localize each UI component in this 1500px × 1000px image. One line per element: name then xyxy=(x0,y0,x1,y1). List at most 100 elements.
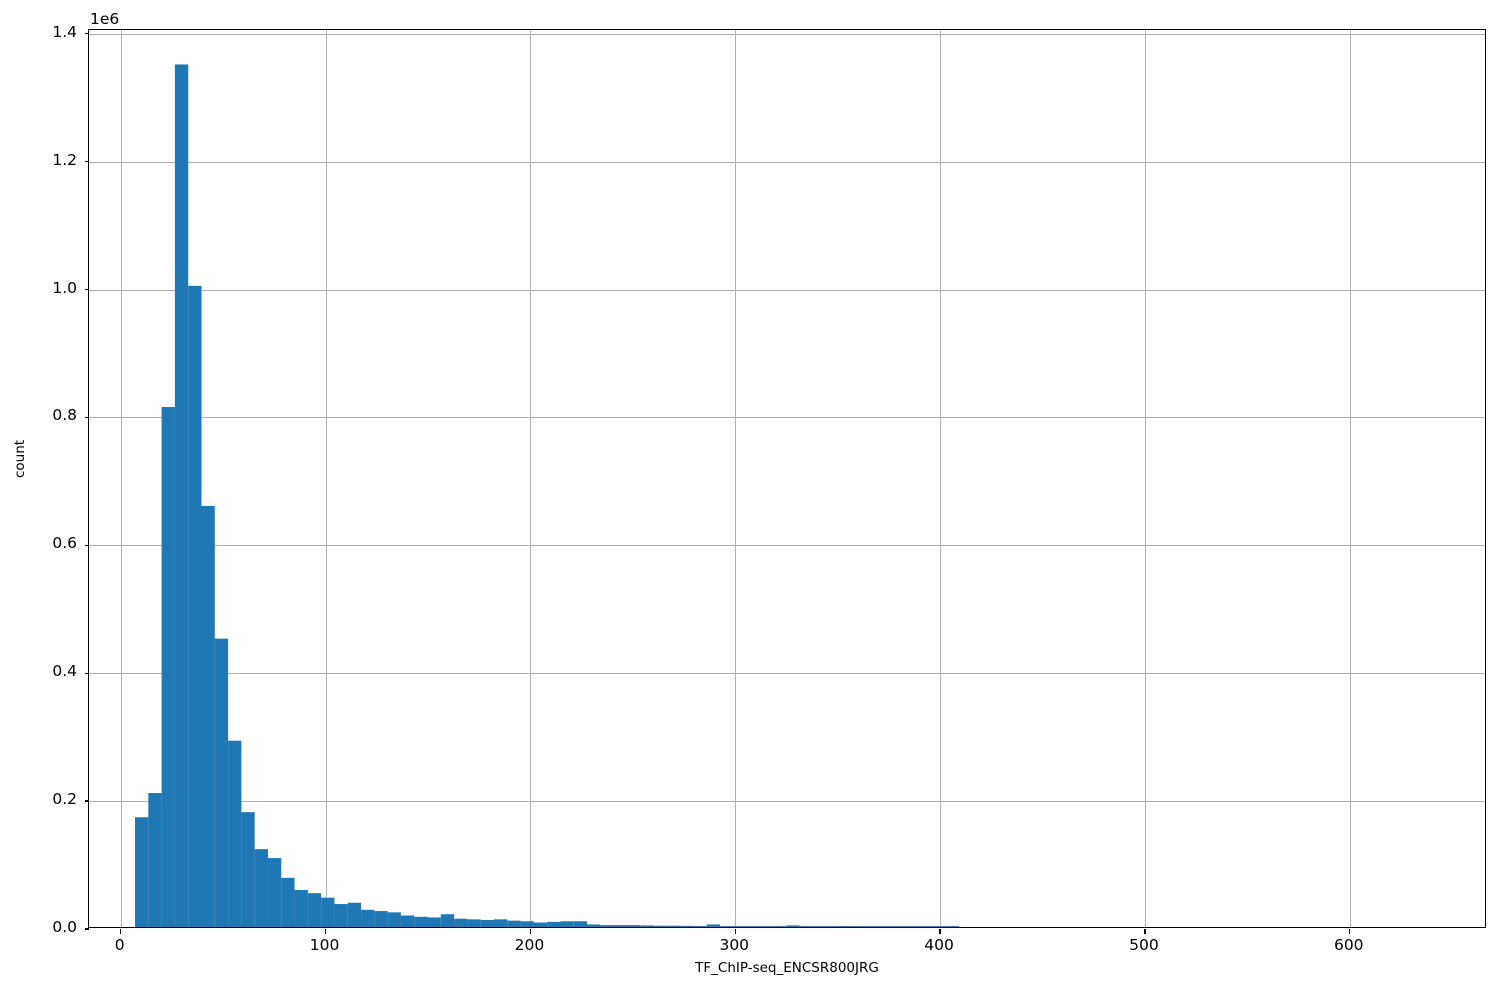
histogram-bar xyxy=(347,902,362,927)
x-tickmark-1 xyxy=(324,929,327,934)
histogram-bar xyxy=(467,919,481,927)
x-ticklabel-6: 600 xyxy=(1333,936,1364,954)
histogram-bar xyxy=(454,918,468,927)
y-ticklabel-7: 1.4 xyxy=(52,22,77,41)
histogram-bar xyxy=(387,912,401,927)
y-tickmark-3 xyxy=(84,544,89,546)
histogram-bar xyxy=(693,926,707,927)
y-ticklabel-2: 0.4 xyxy=(52,662,77,681)
x-axis-title: TF_ChIP-seq_ENCSR800JRG xyxy=(695,960,879,976)
histogram-bar xyxy=(254,849,268,927)
histogram-bar xyxy=(573,921,588,927)
histogram-bar xyxy=(919,926,933,927)
histogram-bar xyxy=(866,926,880,927)
histogram-bar xyxy=(201,505,215,927)
histogram-bar xyxy=(946,926,960,927)
y-tickmark-4 xyxy=(84,416,89,419)
gridline-x-2 xyxy=(530,30,532,927)
x-ticklabel-2: 200 xyxy=(514,936,545,954)
plot-area xyxy=(84,29,1486,934)
x-ticklabel-0: 0 xyxy=(114,936,125,954)
histogram-bar xyxy=(666,925,681,927)
histogram-bar xyxy=(906,926,920,927)
histogram-bar xyxy=(839,926,853,927)
histogram-bar xyxy=(746,926,760,927)
gridline-y-6 xyxy=(89,161,1485,163)
histogram-bar xyxy=(241,812,255,927)
histogram-bar xyxy=(799,926,814,927)
y-axis-ticklabels: 0.0 0.2 0.4 0.6 0.8 1.0 1.2 1.4 xyxy=(0,0,77,1000)
y-axis-offset-label: 1e6 xyxy=(90,10,120,28)
x-tickmark-2 xyxy=(529,929,532,934)
y-ticklabel-0: 0.0 xyxy=(52,918,77,936)
histogram-bar xyxy=(188,285,202,927)
histogram-bar xyxy=(547,921,561,927)
histogram-bar xyxy=(786,925,800,927)
histogram-bar xyxy=(148,793,162,927)
histogram-bar xyxy=(161,407,175,927)
histogram-bar xyxy=(680,925,694,927)
histogram-bar xyxy=(400,915,415,927)
histogram-bar xyxy=(773,926,787,927)
y-ticklabel-6: 1.2 xyxy=(52,150,77,169)
histogram-bar xyxy=(214,638,229,927)
y-ticklabel-1: 0.2 xyxy=(52,790,77,809)
gridline-y-2 xyxy=(89,673,1485,675)
y-tickmark-7 xyxy=(84,33,89,35)
histogram-bar xyxy=(228,740,242,927)
histogram-bar xyxy=(440,914,455,927)
histogram-bar xyxy=(307,893,322,927)
histogram-bar xyxy=(533,922,548,927)
histogram-bar xyxy=(507,920,521,927)
gridline-y-7 xyxy=(89,33,1485,35)
x-ticklabel-5: 500 xyxy=(1129,936,1159,954)
histogram-bar xyxy=(361,909,375,927)
histogram-bar xyxy=(520,921,534,927)
histogram-bar xyxy=(374,911,388,927)
x-tickmark-6 xyxy=(1349,929,1351,934)
histogram-bar xyxy=(334,904,348,927)
x-tickmark-5 xyxy=(1144,929,1146,934)
histogram-bar xyxy=(613,925,627,927)
x-tickmark-0 xyxy=(120,929,122,934)
histogram-bar xyxy=(892,926,907,927)
histogram-bar xyxy=(174,64,189,927)
histogram-bar xyxy=(493,919,508,927)
histogram-bar xyxy=(480,919,494,927)
gridline-y-4 xyxy=(89,417,1485,419)
gridline-y-3 xyxy=(89,545,1485,547)
y-ticklabel-3: 0.6 xyxy=(52,534,77,553)
histogram-bar xyxy=(626,925,641,927)
gridline-y-5 xyxy=(89,289,1485,291)
histogram-bar xyxy=(414,916,428,927)
histogram-bar xyxy=(706,924,721,927)
histogram-bar xyxy=(720,926,734,927)
y-tickmark-2 xyxy=(84,672,89,674)
y-tickmark-5 xyxy=(84,288,89,291)
gridline-x-1 xyxy=(325,30,327,927)
x-ticklabel-4: 400 xyxy=(924,936,954,954)
x-tickmark-4 xyxy=(939,929,941,934)
histogram-bar xyxy=(587,924,601,927)
gridline-x-0 xyxy=(120,30,122,927)
histogram-bar xyxy=(600,925,614,927)
gridline-x-4 xyxy=(940,30,942,927)
histogram-bar xyxy=(135,817,149,927)
histogram-bar xyxy=(852,926,867,927)
histogram-bar xyxy=(281,877,295,927)
histogram-bar xyxy=(879,926,893,927)
x-tickmark-3 xyxy=(734,929,736,934)
histogram-bar xyxy=(813,926,827,927)
histogram-bar xyxy=(267,858,282,927)
y-ticklabel-4: 0.8 xyxy=(52,406,77,425)
x-ticklabel-1: 100 xyxy=(309,936,340,954)
histogram-bar xyxy=(826,926,840,927)
x-ticklabel-3: 300 xyxy=(719,936,750,954)
histogram-bar xyxy=(653,925,667,927)
gridline-x-6 xyxy=(1349,30,1351,927)
histogram-bar xyxy=(321,897,335,927)
histogram-bar xyxy=(759,926,774,927)
histogram-bar xyxy=(560,921,574,927)
gridline-x-5 xyxy=(1144,30,1146,927)
